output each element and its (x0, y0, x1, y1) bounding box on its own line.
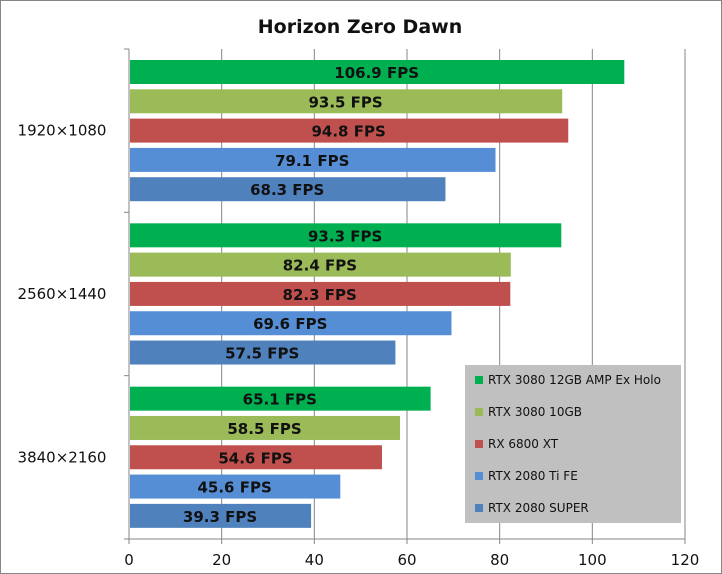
x-tick-label: 120 (671, 551, 700, 569)
bar-data-label: 93.5 FPS (308, 93, 382, 111)
x-tick-label: 100 (578, 551, 607, 569)
bars: 106.9 FPS 93.5 FPS 94.8 FPS 79.1 FPS 68.3 FP… (130, 60, 625, 528)
bar (130, 445, 382, 470)
legend-swatch (475, 376, 483, 384)
bar-data-label: 58.5 FPS (227, 420, 301, 438)
bar (130, 118, 569, 143)
x-tick-label: 0 (124, 551, 134, 569)
bar-data-label: 54.6 FPS (218, 449, 292, 467)
bar-data-label: 82.4 FPS (283, 257, 357, 275)
bar (130, 89, 563, 114)
bar (130, 252, 511, 277)
legend-box (465, 365, 681, 523)
bar (130, 60, 625, 84)
category-label: 3840×2160 (18, 448, 107, 466)
bar (130, 503, 312, 528)
bar-data-label: 106.9 FPS (334, 64, 419, 82)
category-label: 1920×1080 (18, 122, 107, 140)
bar-data-label: 93.3 FPS (308, 227, 382, 245)
bar-data-label: 39.3 FPS (183, 508, 257, 526)
axes: 0 20 40 60 80 100 120 1920×1080 2560×1440 3840×21… (18, 48, 700, 569)
legend-label: RTX 3080 10GB (488, 405, 582, 419)
x-tick-label: 40 (305, 551, 324, 569)
legend: RTX 3080 12GB AMP Ex Holo RTX 3080 10GB RX… (465, 365, 681, 523)
legend-label: RTX 2080 Ti FE (488, 469, 578, 483)
legend-swatch (475, 504, 483, 512)
x-tick-label: 20 (212, 551, 231, 569)
legend-label: RX 6800 XT (488, 437, 559, 451)
bar-data-label: 57.5 FPS (225, 345, 299, 363)
bar (130, 474, 341, 499)
category-label: 2560×1440 (18, 285, 107, 303)
bar-data-label: 68.3 FPS (250, 181, 324, 199)
bar (130, 177, 446, 202)
legend-label: RTX 2080 SUPER (488, 501, 589, 515)
x-tick-label: 60 (397, 551, 416, 569)
chart-title: Horizon Zero Dawn (258, 16, 462, 38)
bar (130, 415, 401, 440)
bar-data-label: 69.6 FPS (253, 315, 327, 333)
bar-data-label: 45.6 FPS (197, 479, 271, 497)
legend-swatch (475, 440, 483, 448)
bar-data-label: 94.8 FPS (311, 123, 385, 141)
bar-data-label: 79.1 FPS (275, 152, 349, 170)
x-tick-label: 80 (490, 551, 509, 569)
bar (130, 386, 431, 411)
bar (130, 281, 511, 306)
legend-swatch (475, 408, 483, 416)
legend-swatch (475, 472, 483, 480)
bar (130, 311, 452, 336)
legend-label: RTX 3080 12GB AMP Ex Holo (488, 373, 661, 387)
bar (130, 147, 496, 172)
bar-data-label: 82.3 FPS (283, 286, 357, 304)
bar (130, 340, 396, 365)
bar (130, 223, 562, 248)
bar-data-label: 65.1 FPS (243, 391, 317, 409)
